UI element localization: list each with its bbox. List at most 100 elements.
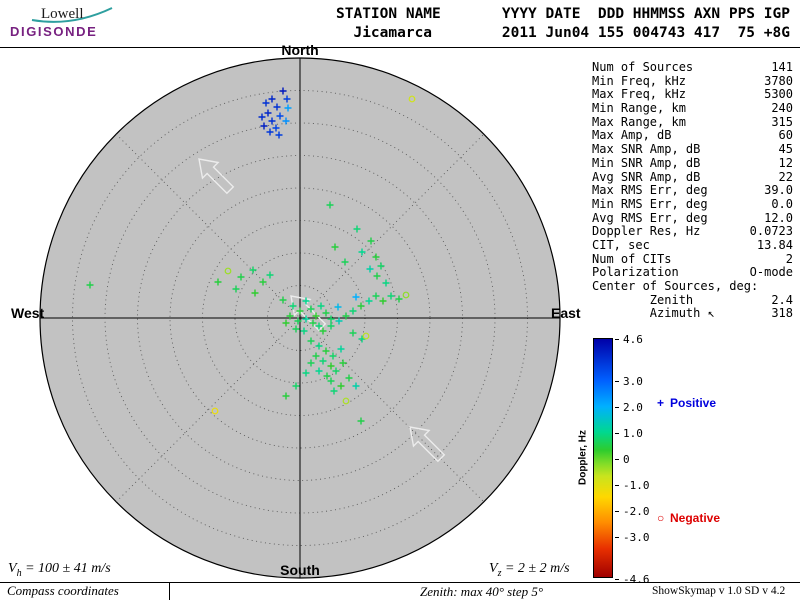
source-point-negative [408,95,416,103]
info-value: 45 [778,142,793,157]
source-point-positive [282,117,290,125]
source-point-positive [284,104,292,112]
info-value: O-mode [749,265,793,280]
source-point-positive [268,95,276,103]
info-label: Zenith [592,292,694,307]
compass-coordinates-label: Compass coordinates [7,583,119,598]
compass-label-west: West [11,305,45,321]
source-point-positive [264,109,272,117]
source-point-positive [382,279,390,287]
source-point-negative [362,332,370,340]
source-point-positive [357,302,365,310]
logo-digisonde-text: DIGISONDE [10,24,98,39]
info-value: 141 [771,60,793,74]
info-value: 12 [778,155,793,170]
legend-positive-label: Positive [670,396,717,410]
source-point-positive [332,367,340,375]
colorbar-tick-mark [615,432,619,434]
source-point-positive [296,307,304,315]
source-point-positive [322,309,330,317]
info-label: Max Freq, kHz [592,87,686,102]
source-point-positive [339,359,347,367]
source-point-positive [273,103,281,111]
source-point-positive [258,113,266,121]
source-point-positive [272,124,280,132]
source-point-positive [237,273,245,281]
scatter-points [86,87,416,425]
version-text: ShowSkymap v 1.0 SD v 4.2 [652,585,786,597]
drift-direction-arrow [198,158,235,195]
info-row: Min RMS Err, deg 0.0 [592,197,793,212]
source-point-positive [315,322,323,330]
source-point-positive [260,122,268,130]
source-point-positive [315,342,323,350]
info-label: Max SNR Amp, dB [592,142,701,157]
colorbar-tick-label: 4.6 [623,333,643,346]
source-point-positive [327,377,335,385]
source-point-positive [266,128,274,136]
source-point-positive [357,417,365,425]
source-point-positive [317,302,325,310]
source-point-positive [289,302,297,310]
compass-label-south: South [280,562,320,578]
legend-negative-label: Negative [670,511,721,525]
info-label: Num of Sources [592,60,694,74]
source-point-positive [268,117,276,125]
source-point-positive [283,95,291,103]
header-bar: Lowell DIGISONDE STATION NAME YYYY DATE … [0,0,800,48]
info-value: 2 [785,251,793,266]
colorbar-gradient [593,338,613,578]
source-point-negative [211,407,219,415]
source-point-positive [341,258,349,266]
colorbar-tick-mark [615,579,619,580]
source-point-positive [292,325,300,333]
source-point-positive [377,262,385,270]
source-point-positive [349,307,357,315]
info-row: Avg RMS Err, deg 12.0 [592,210,793,226]
info-row: Min Range, km 240 [592,101,793,116]
source-point-negative [402,291,410,299]
info-value: 3780 [764,73,793,88]
info-label: Min Freq, kHz [592,73,686,88]
info-row: Min Freq, kHz 3780 [592,73,793,89]
source-point-positive [331,243,339,251]
header-station-values: Jicamarca 2011 Jun04 155 004743 417 75 +… [336,25,790,41]
source-point-positive [342,312,350,320]
source-point-positive [319,357,327,365]
source-point-positive [327,315,335,323]
source-point-positive [259,278,267,286]
info-panel-rows: Num of Sources 141 Min Freq, kHz 3780 Max Fr… [592,60,793,321]
colorbar-tick-mark [615,339,619,340]
info-row: CIT, sec 13.84 [592,237,793,253]
circle-marker-icon: ○ [657,511,665,525]
compass-label-east: East [551,305,581,321]
source-point-positive [276,112,284,120]
source-point-positive [345,374,353,382]
info-value: 315 [771,114,793,129]
info-label: CIT, sec [592,237,650,252]
legend-positive: + Positive [657,396,716,410]
source-point-positive [322,347,330,355]
info-label: Doppler Res, Hz [592,224,701,239]
info-label: Min SNR Amp, dB [592,155,701,170]
bottom-divider [0,582,800,583]
colorbar-tick-mark [615,511,619,513]
source-point-positive [330,387,338,395]
info-row: Num of Sources 141 [592,60,793,75]
info-row: Polarization O-mode [592,266,793,280]
info-row: Doppler Res, Hz 0.0723 [592,225,793,239]
info-row: Center of Sources, deg: [592,279,793,294]
colorbar-tick-mark [615,406,619,408]
source-point-positive [323,372,331,380]
info-label: Min Range, km [592,101,686,116]
info-label: Max RMS Err, deg [592,183,708,198]
source-point-positive [266,271,274,279]
source-point-positive [353,225,361,233]
info-value: 12.0 [764,210,793,225]
compass-label-north: North [281,42,319,58]
info-value: 318 [771,306,793,321]
colorbar-tick-mark [615,485,619,487]
info-row: Max SNR Amp, dB 45 [592,142,793,157]
source-point-positive [352,382,360,390]
source-point-positive [307,359,315,367]
